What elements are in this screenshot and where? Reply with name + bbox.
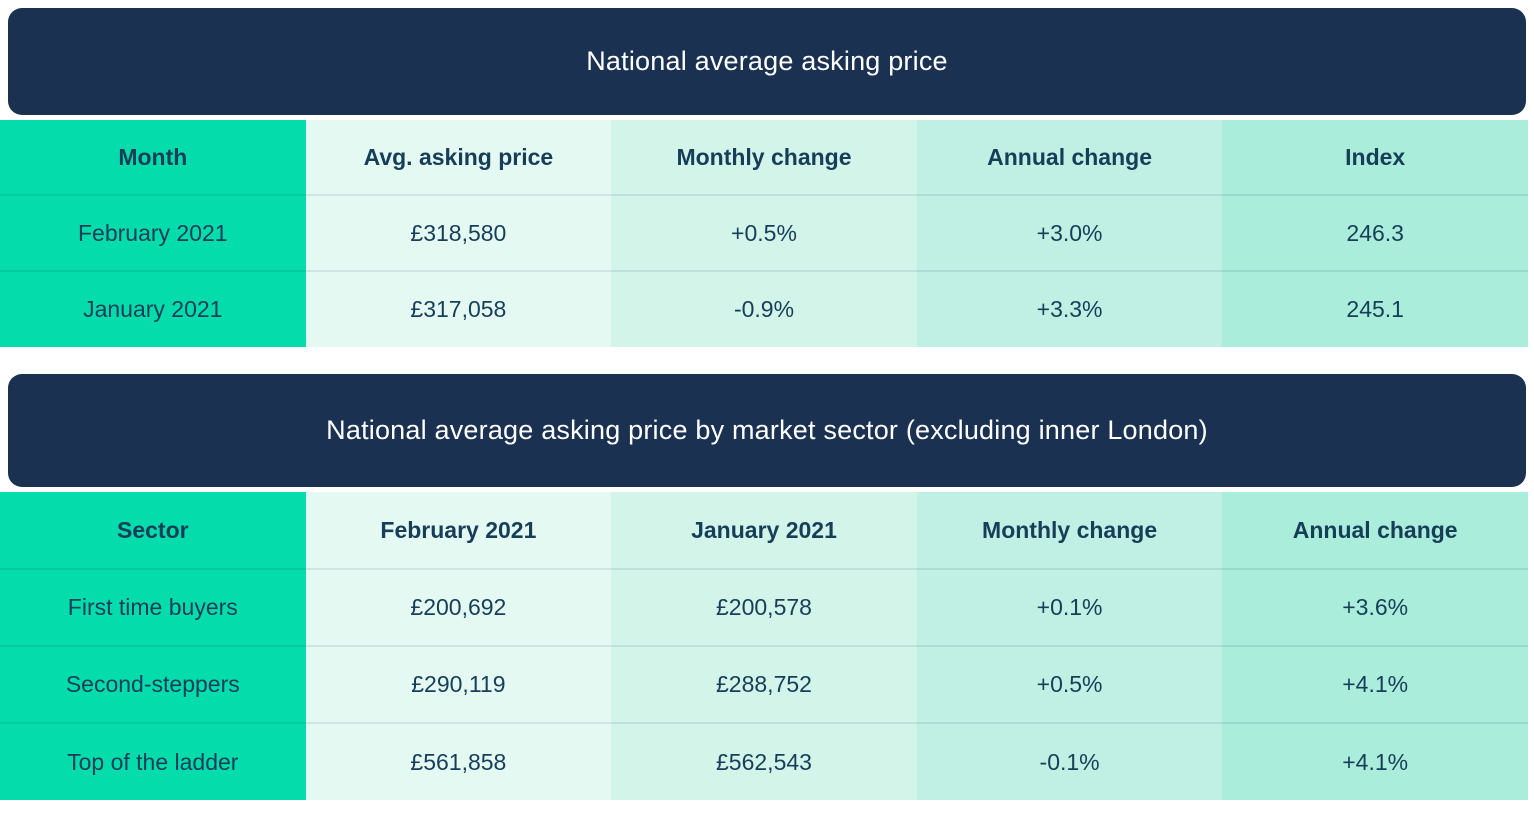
table-cell: 245.1 [1222, 270, 1528, 347]
column-header: January 2021 [611, 492, 917, 569]
table-cell: +4.1% [1222, 722, 1528, 800]
table-cell: +0.1% [916, 568, 1223, 646]
table-cell: +3.6% [1222, 568, 1528, 646]
table-cell: -0.1% [916, 722, 1223, 800]
table-cell: First time buyers [0, 568, 306, 646]
column-header: February 2021 [305, 492, 612, 569]
column-header: Monthly change [916, 492, 1223, 569]
table-cell: Top of the ladder [0, 722, 306, 800]
table-row: January 2021 £317,058 -0.9% +3.3% 245.1 [0, 270, 1528, 347]
table-cell: £317,058 [305, 270, 612, 347]
table-cell: £562,543 [611, 722, 917, 800]
market-sector-table: Sector February 2021 January 2021 Monthl… [0, 492, 1528, 800]
table-cell: £290,119 [305, 645, 612, 723]
table-cell: 246.3 [1222, 194, 1528, 271]
table-cell: £200,578 [611, 568, 917, 646]
column-header: Index [1222, 120, 1528, 195]
column-header: Annual change [916, 120, 1223, 195]
table-title-banner: National average asking price by market … [8, 374, 1526, 487]
column-header: Avg. asking price [305, 120, 612, 195]
table-cell: Second-steppers [0, 645, 306, 723]
national-average-table: Month Avg. asking price Monthly change A… [0, 120, 1528, 347]
table-title: National average asking price [586, 46, 948, 76]
column-header: Annual change [1222, 492, 1528, 569]
table-cell: +0.5% [916, 645, 1223, 723]
table-cell: +3.3% [916, 270, 1223, 347]
table-header-row: Sector February 2021 January 2021 Monthl… [0, 492, 1528, 569]
table-cell: January 2021 [0, 270, 306, 347]
table-header-row: Month Avg. asking price Monthly change A… [0, 120, 1528, 195]
table-cell: £288,752 [611, 645, 917, 723]
table-cell: -0.9% [611, 270, 917, 347]
table-cell: +3.0% [916, 194, 1223, 271]
table-cell: £561,858 [305, 722, 612, 800]
table-cell: +4.1% [1222, 645, 1528, 723]
table-cell: £318,580 [305, 194, 612, 271]
table-title: National average asking price by market … [326, 415, 1208, 445]
table-cell: +0.5% [611, 194, 917, 271]
table-row: Second-steppers £290,119 £288,752 +0.5% … [0, 645, 1528, 723]
table-cell: February 2021 [0, 194, 306, 271]
column-header: Sector [0, 492, 306, 569]
table-row: February 2021 £318,580 +0.5% +3.0% 246.3 [0, 194, 1528, 271]
column-header: Monthly change [611, 120, 917, 195]
table-row: First time buyers £200,692 £200,578 +0.1… [0, 568, 1528, 646]
column-header: Month [0, 120, 306, 195]
table-cell: £200,692 [305, 568, 612, 646]
table-title-banner: National average asking price [8, 8, 1526, 115]
table-row: Top of the ladder £561,858 £562,543 -0.1… [0, 722, 1528, 800]
